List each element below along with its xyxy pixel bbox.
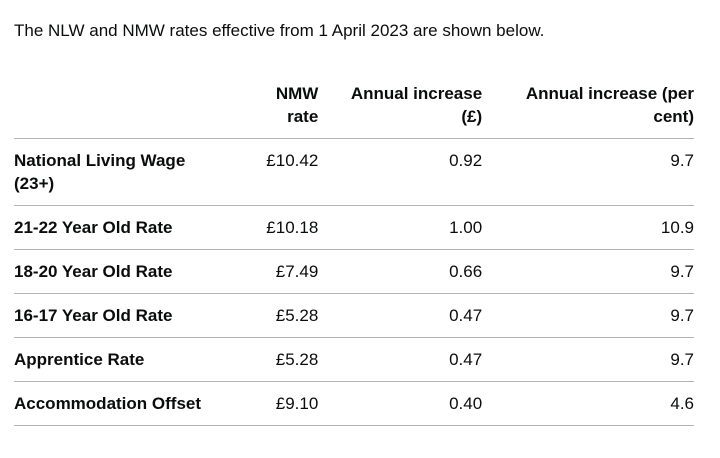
table-row: 18-20 Year Old Rate £7.49 0.66 9.7 [14,249,694,294]
header-annual-increase-gbp-text: Annual increase (£) [350,84,483,126]
table-row: 16-17 Year Old Rate £5.28 0.47 9.7 [14,293,694,338]
row-nmw-rate: £7.49 [245,249,319,294]
row-annual-increase-pct: 9.7 [482,249,694,294]
row-annual-increase-gbp: 0.40 [318,381,483,426]
row-annual-increase-pct: 4.6 [482,381,694,426]
table-row: National Living Wage (23+) £10.42 0.92 9… [14,138,694,206]
row-label: Accommodation Offset [14,381,246,426]
row-annual-increase-gbp: 0.47 [318,337,483,382]
row-annual-increase-gbp: 1.00 [318,205,483,250]
header-annual-increase-pct: Annual increase (per cent) [482,80,694,139]
row-label: 18-20 Year Old Rate [14,249,246,294]
row-annual-increase-pct: 9.7 [482,293,694,338]
table-row: Accommodation Offset £9.10 0.40 4.6 [14,381,694,426]
wage-rates-table: NMW rate Annual increase (£) Annual incr… [14,80,694,426]
row-annual-increase-pct: 10.9 [482,205,694,250]
row-annual-increase-gbp: 0.47 [318,293,483,338]
header-annual-increase-pct-text: Annual increase (per cent) [525,84,694,126]
row-annual-increase-pct: 9.7 [482,337,694,382]
header-annual-increase-gbp: Annual increase (£) [318,80,483,139]
row-nmw-rate: £5.28 [245,293,319,338]
header-label [14,80,246,139]
header-nmw-rate: NMW rate [245,80,319,139]
row-nmw-rate: £5.28 [245,337,319,382]
row-label: Apprentice Rate [14,337,246,382]
row-annual-increase-gbp: 0.66 [318,249,483,294]
row-nmw-rate: £10.18 [245,205,319,250]
row-annual-increase-gbp: 0.92 [318,138,483,206]
row-nmw-rate: £9.10 [245,381,319,426]
table-row: Apprentice Rate £5.28 0.47 9.7 [14,337,694,382]
intro-text: The NLW and NMW rates effective from 1 A… [14,21,545,40]
row-label: 21-22 Year Old Rate [14,205,246,250]
row-annual-increase-pct: 9.7 [482,138,694,206]
row-label: 16-17 Year Old Rate [14,293,246,338]
table-header-row: NMW rate Annual increase (£) Annual incr… [14,80,694,139]
table-row: 21-22 Year Old Rate £10.18 1.00 10.9 [14,205,694,250]
header-nmw-rate-text: NMW rate [275,84,319,126]
row-label: National Living Wage (23+) [14,138,246,206]
row-nmw-rate: £10.42 [245,138,319,206]
